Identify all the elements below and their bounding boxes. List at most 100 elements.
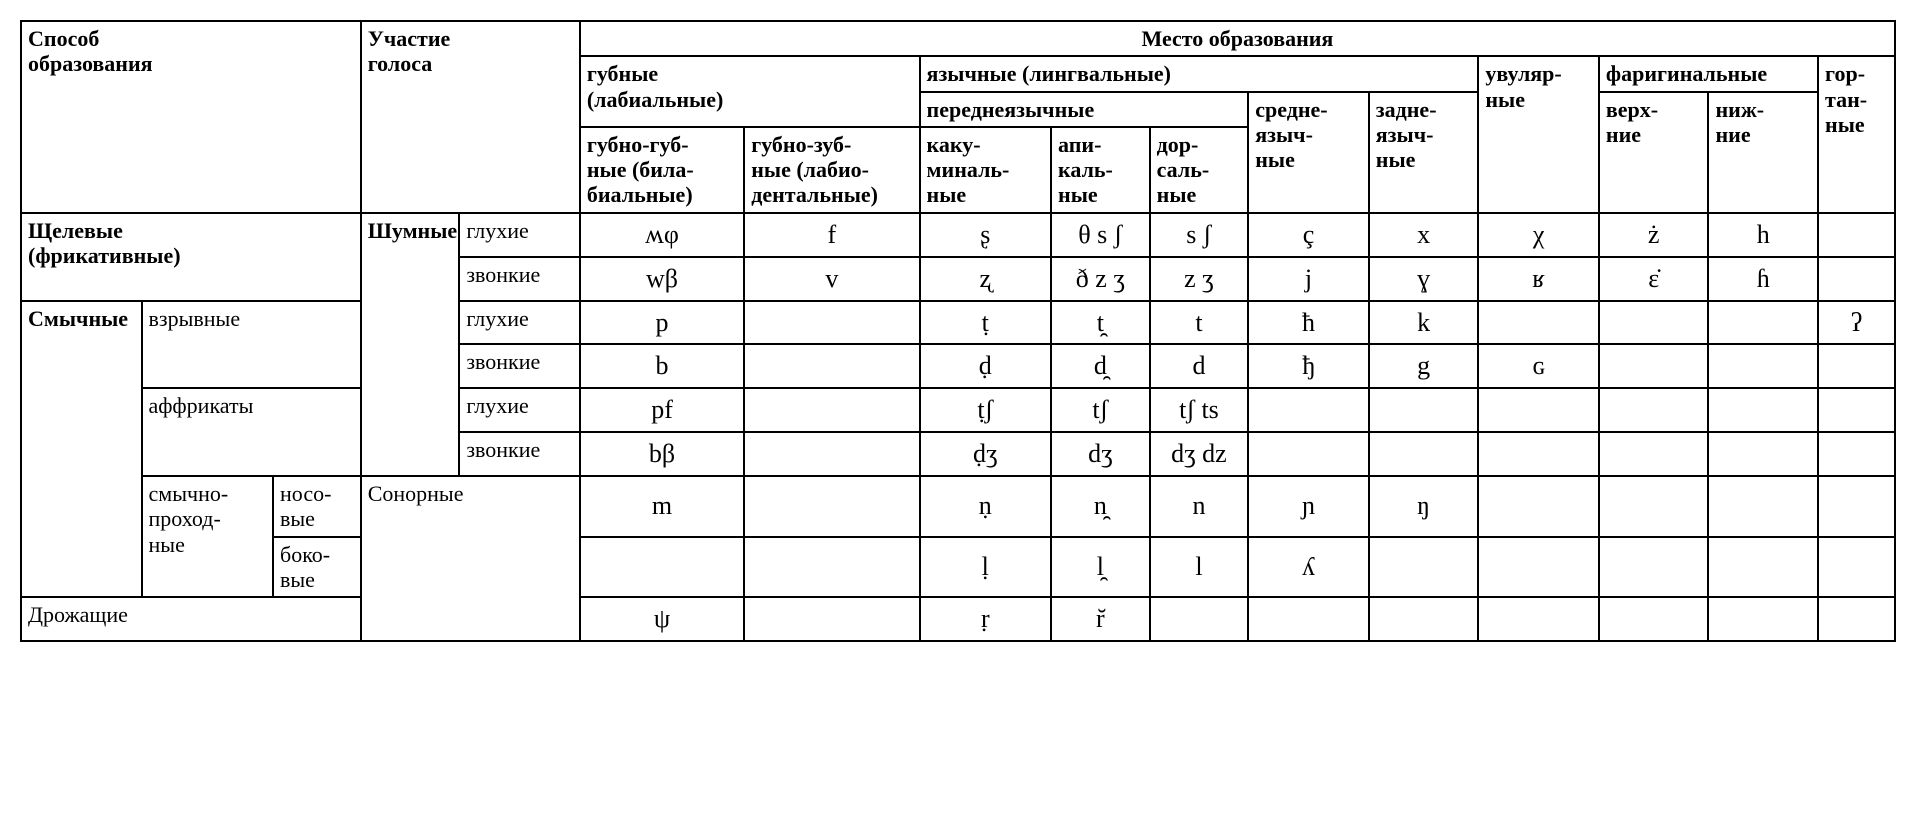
cell: [1599, 432, 1709, 476]
cell: ɛ̇: [1599, 257, 1709, 301]
cell: dʒ dz: [1150, 432, 1249, 476]
cell: [1248, 597, 1369, 641]
cell: bβ: [580, 432, 744, 476]
cell: [1478, 388, 1599, 432]
header-pharyngeal-lower: ниж-ние: [1708, 92, 1818, 213]
row-voiced: звонкие: [459, 432, 580, 476]
cell: h: [1708, 213, 1818, 257]
cell: [1478, 537, 1599, 598]
header-cacuminal: каку-миналь-ные: [920, 127, 1051, 213]
cell: v: [744, 257, 919, 301]
cell: [1818, 597, 1895, 641]
header-midlingual: средне-языч-ные: [1248, 92, 1369, 213]
cell: r̆: [1051, 597, 1150, 641]
cell: [1599, 344, 1709, 388]
header-bilabial: губно-губ-ные (била-биальные): [580, 127, 744, 213]
cell: tʃ: [1051, 388, 1150, 432]
cell: [1369, 432, 1479, 476]
cell: [1369, 597, 1479, 641]
row-lateral: боко-вые: [273, 537, 361, 598]
cell: ʔ: [1818, 301, 1895, 345]
row-noisy: Шумные: [361, 213, 460, 476]
header-labial: губные(лабиальные): [580, 56, 920, 127]
cell: [1818, 388, 1895, 432]
cell: [744, 597, 919, 641]
cell: ɲ: [1248, 476, 1369, 537]
cell: [1818, 476, 1895, 537]
cell: [1248, 388, 1369, 432]
header-forelingual: переднеязычные: [920, 92, 1249, 127]
cell: z ʒ: [1150, 257, 1249, 301]
row-voiceless: глухие: [459, 388, 580, 432]
row-trills: Дрожащие: [21, 597, 361, 641]
row-nasal-lateral: смычно-проход-ные: [142, 476, 273, 597]
header-uvular: увуляр-ные: [1478, 56, 1599, 212]
cell: [1708, 597, 1818, 641]
cell: [1150, 597, 1249, 641]
cell: [1708, 432, 1818, 476]
cell: ḷ: [920, 537, 1051, 598]
cell: wβ: [580, 257, 744, 301]
cell: ṇ: [920, 476, 1051, 537]
row-voiced: звонкие: [459, 257, 580, 301]
cell: [1708, 476, 1818, 537]
cell: ђ: [1248, 344, 1369, 388]
cell: [1818, 344, 1895, 388]
cell: [1708, 388, 1818, 432]
header-pharyngeal-upper: верх-ние: [1599, 92, 1709, 213]
header-backlingual: задне-языч-ные: [1369, 92, 1479, 213]
cell: [1818, 257, 1895, 301]
cell: s ʃ: [1150, 213, 1249, 257]
row-voiceless: глухие: [459, 213, 580, 257]
row-stops-empty: [21, 537, 142, 598]
cell: ż: [1599, 213, 1709, 257]
cell: [1478, 597, 1599, 641]
cell: [744, 537, 919, 598]
cell: n: [1150, 476, 1249, 537]
cell: [744, 432, 919, 476]
cell: x: [1369, 213, 1479, 257]
header-pharyngeal: фаригинальные: [1599, 56, 1818, 91]
cell: j: [1248, 257, 1369, 301]
row-plosives: взрывные: [142, 301, 361, 389]
cell: f: [744, 213, 919, 257]
row-sonorant: Сонорные: [361, 476, 580, 641]
cell: [1708, 301, 1818, 345]
row-affricates: аффрикаты: [142, 388, 361, 476]
cell: ḍ: [920, 344, 1051, 388]
row-voiceless: глухие: [459, 301, 580, 345]
cell: ψ: [580, 597, 744, 641]
cell: [744, 301, 919, 345]
header-apical: апи-каль-ные: [1051, 127, 1150, 213]
cell: ŋ: [1369, 476, 1479, 537]
cell: [1478, 432, 1599, 476]
cell: t̯: [1051, 301, 1150, 345]
cell: [1818, 432, 1895, 476]
cell: d: [1150, 344, 1249, 388]
cell: [1599, 388, 1709, 432]
cell: ç: [1248, 213, 1369, 257]
cell: l: [1150, 537, 1249, 598]
header-glottal: гор-тан-ные: [1818, 56, 1895, 212]
consonant-table: Способобразования Участиеголоса Место об…: [20, 20, 1896, 642]
header-place: Место образования: [580, 21, 1895, 56]
cell: [1478, 301, 1599, 345]
cell: θ s ʃ: [1051, 213, 1150, 257]
cell: [744, 476, 919, 537]
cell: b: [580, 344, 744, 388]
cell: l̯: [1051, 537, 1150, 598]
cell: k: [1369, 301, 1479, 345]
cell: [1708, 537, 1818, 598]
cell: tʃ ts: [1150, 388, 1249, 432]
header-dorsal: дор-саль-ные: [1150, 127, 1249, 213]
row-fricatives: Щелевые(фрикативные): [21, 213, 361, 301]
cell: [1818, 213, 1895, 257]
row-stops: Смычные: [21, 301, 142, 477]
cell: [1708, 344, 1818, 388]
cell: ð z ʒ: [1051, 257, 1150, 301]
cell: ṭ: [920, 301, 1051, 345]
header-labiodental: губно-зуб-ные (лабио-дентальные): [744, 127, 919, 213]
cell: pf: [580, 388, 744, 432]
cell: p: [580, 301, 744, 345]
cell: d̯: [1051, 344, 1150, 388]
